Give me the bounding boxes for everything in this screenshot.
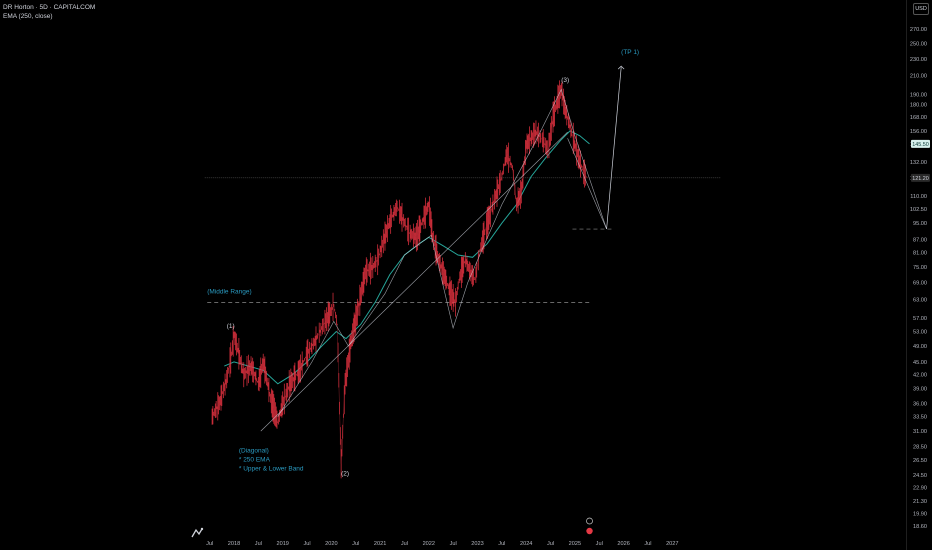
event-flag-icon	[586, 527, 593, 535]
y-tick-label: 95.00	[913, 221, 927, 227]
y-tick-label: 110.00	[910, 194, 927, 200]
x-tick-label: 2025	[569, 541, 581, 547]
annotation-6: * 250 EMA	[239, 457, 271, 464]
x-tick-label: Jul	[401, 541, 408, 547]
x-tick-label: Jul	[352, 541, 359, 547]
annotation-0: (TP 1)	[621, 49, 639, 56]
x-tick-label: Jul	[498, 541, 505, 547]
annotation-3: (1)	[227, 323, 235, 330]
y-tick-label: 180.00	[910, 102, 927, 108]
y-tick-label: 49.00	[913, 344, 927, 350]
x-tick-label: 2022	[423, 541, 435, 547]
x-tick-label: Jul	[596, 541, 603, 547]
x-tick-label: 2018	[228, 541, 240, 547]
chart-legend: DR Horton · 5D · CAPITALCOM EMA (250, cl…	[3, 3, 95, 21]
x-tick-label: 2023	[471, 541, 483, 547]
y-tick-label: 168.00	[910, 115, 927, 121]
annotation-5: (Diagonal)	[239, 448, 269, 455]
annotation-2: (Middle Range)	[207, 289, 251, 296]
y-tick-label: 28.50	[913, 445, 927, 451]
tradingview-logo-icon[interactable]	[190, 526, 204, 540]
y-tick-label: 19.90	[913, 511, 927, 517]
ema-line	[224, 130, 590, 385]
y-tick-label: 26.50	[913, 458, 927, 464]
y-tick-label: 45.00	[913, 360, 927, 366]
y-tick-label: 36.00	[913, 401, 927, 407]
y-tick-label: 210.00	[910, 74, 927, 80]
forecast-line	[606, 67, 622, 230]
x-axis: Jul 2018 Jul 2019 Jul 2020 Jul 2021 Jul 2022 Jul 20…	[206, 541, 678, 547]
x-tick-label: Jul	[644, 541, 651, 547]
y-tick-label: 31.00	[913, 429, 927, 435]
price_label-badge	[911, 173, 930, 182]
x-tick-label: 2020	[325, 541, 337, 547]
ema-series	[224, 130, 590, 385]
ema_label-badge	[911, 139, 930, 148]
forecast-arrow-icon	[617, 65, 625, 70]
y-tick-label: 75.00	[913, 265, 927, 271]
x-tick-label: Jul	[206, 541, 213, 547]
event-flags	[586, 517, 593, 535]
y-tick-label: 230.00	[910, 57, 927, 63]
x-tick-label: 2026	[617, 541, 629, 547]
indicator-label: EMA (250, close)	[3, 13, 53, 20]
y-tick-label: 39.00	[913, 386, 927, 392]
y-tick-label: 42.00	[913, 373, 927, 379]
y-tick-label: 81.00	[913, 251, 927, 257]
x-tick-label: 2024	[520, 541, 532, 547]
x-tick-label: Jul	[303, 541, 310, 547]
annotations: (TP 1) (3) (Middle Range) (1) (2) (Diagonal) *…	[207, 49, 639, 478]
y-tick-label: 87.00	[913, 237, 927, 243]
x-tick-label: 2021	[374, 541, 386, 547]
y-tick-label: 24.50	[913, 473, 927, 479]
y-tick-label: 270.00	[910, 27, 927, 33]
trendline	[260, 131, 568, 432]
horizontal-levels	[204, 177, 721, 303]
earnings-flag-icon	[586, 517, 593, 525]
y-tick-label: 57.00	[913, 316, 927, 322]
symbol-title: DR Horton · 5D · CAPITALCOM	[3, 4, 96, 11]
y-tick-label: 102.50	[910, 207, 927, 213]
y-tick-label: 190.00	[910, 92, 927, 98]
wave-lines	[260, 65, 625, 432]
currency-badge[interactable]: USD	[913, 3, 929, 15]
x-tick-label: 2019	[276, 541, 288, 547]
wave-line-0	[277, 88, 607, 417]
y-tick-label: 63.00	[913, 297, 927, 303]
downtrend-line	[567, 138, 607, 230]
y-tick-label: 21.30	[913, 499, 927, 505]
y-tick-label: 69.00	[913, 280, 927, 286]
annotation-4: (2)	[341, 471, 349, 478]
price-line	[211, 88, 588, 464]
annotation-7: * Upper & Lower Band	[239, 465, 304, 472]
y-axis: 270.00 250.00 230.00 210.00 190.00 180.00 168.…	[906, 0, 930, 550]
y-tick-label: 22.90	[913, 485, 927, 491]
x-tick-label: Jul	[547, 541, 554, 547]
y-tick-label: 132.00	[910, 160, 927, 166]
y-tick-label: 18.60	[913, 524, 927, 530]
annotation-1: (3)	[561, 77, 569, 84]
price_label-badge-text: 121.20	[912, 176, 929, 182]
ema_label-badge-text: 145.50	[912, 142, 929, 148]
x-tick-label: Jul	[255, 541, 262, 547]
x-tick-label: 2027	[666, 541, 678, 547]
x-tick-label: Jul	[450, 541, 457, 547]
y-tick-label: 33.50	[913, 415, 927, 421]
y-tick-label: 53.00	[913, 329, 927, 335]
price-series	[211, 80, 588, 479]
y-tick-label: 156.00	[910, 129, 927, 135]
y-tick-label: 250.00	[910, 41, 927, 47]
